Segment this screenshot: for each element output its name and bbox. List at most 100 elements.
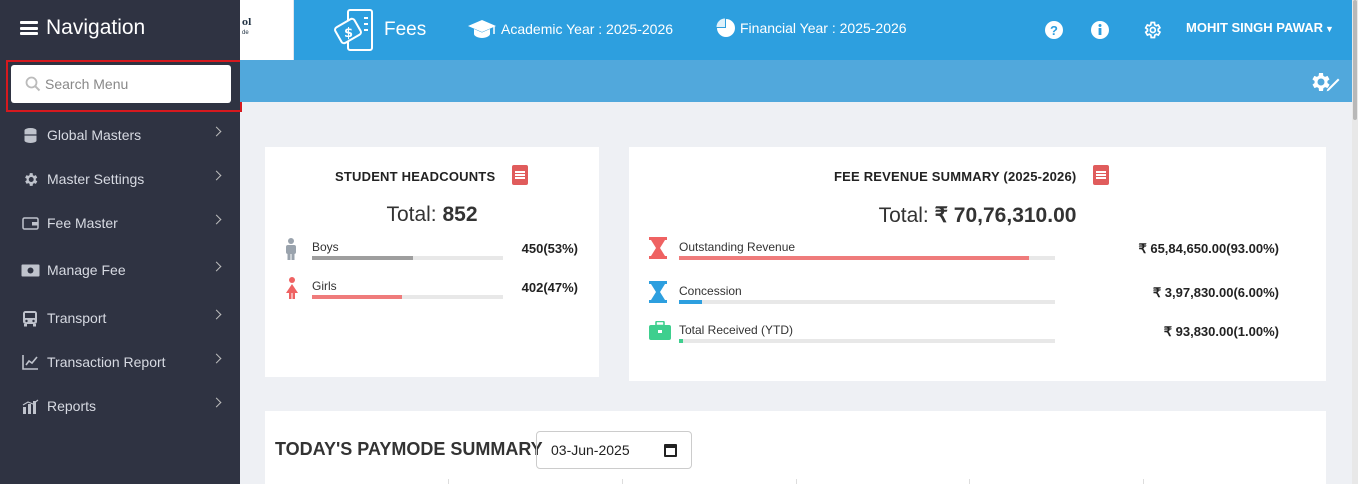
hourglass-blue-icon xyxy=(649,281,667,303)
boy-icon xyxy=(286,238,296,260)
scrollbar-thumb[interactable] xyxy=(1353,0,1357,120)
financial-year[interactable]: Financial Year : 2025-2026 xyxy=(716,18,907,38)
sidebar-item-manage-fee[interactable]: Manage Fee xyxy=(0,250,240,290)
boys-progress-bar xyxy=(312,256,503,260)
sidebar-item-label: Fee Master xyxy=(47,215,118,231)
pdf-export-icon[interactable] xyxy=(511,164,528,185)
top-header: ol de $ Fees Academic Year : 2025-2026 F… xyxy=(240,0,1358,60)
girls-value: 402(47%) xyxy=(521,280,578,295)
svg-text:?: ? xyxy=(1050,23,1058,38)
received-progress-fill xyxy=(679,339,683,343)
graduation-cap-icon xyxy=(468,20,496,38)
revenue-total: Total: ₹ 70,76,310.00 xyxy=(878,204,1077,227)
user-name: MOHIT SINGH PAWAR xyxy=(1186,20,1323,35)
sidebar-item-transaction-report[interactable]: Transaction Report xyxy=(0,342,240,382)
settings-icon[interactable] xyxy=(1142,20,1162,40)
money-icon xyxy=(20,260,40,280)
chevron-right-icon xyxy=(211,397,222,408)
svg-text:$: $ xyxy=(344,26,353,41)
card-title: STUDENT HEADCOUNTS xyxy=(335,169,496,184)
chevron-right-icon xyxy=(211,261,222,272)
module-title: Fees xyxy=(384,19,427,40)
total-received-label: Total Received (YTD) xyxy=(679,323,794,337)
navigation-title: Navigation xyxy=(46,16,146,39)
total-received-value: ₹ 93,830.00(1.00%) xyxy=(1163,324,1279,339)
search-menu-input[interactable] xyxy=(45,76,215,92)
column-divider xyxy=(969,479,970,484)
chevron-right-icon xyxy=(211,214,222,225)
sidebar-item-transport[interactable]: Transport xyxy=(0,298,240,338)
navigation-header[interactable]: Navigation xyxy=(20,16,145,40)
chevron-right-icon xyxy=(211,126,222,137)
bar-chart-icon xyxy=(20,396,40,416)
paymode-date-input[interactable]: 03-Jun-2025 xyxy=(536,431,692,469)
pie-chart-icon xyxy=(716,18,735,37)
help-icon[interactable]: ? xyxy=(1044,20,1064,40)
sidebar-item-label: Manage Fee xyxy=(47,262,126,278)
info-icon[interactable] xyxy=(1090,20,1110,40)
headcount-title-row: STUDENT HEADCOUNTS xyxy=(335,164,528,186)
sub-header-bar xyxy=(240,60,1352,102)
girls-progress-fill xyxy=(312,295,402,299)
financial-year-label: Financial Year : 2025-2026 xyxy=(740,20,907,36)
search-menu-box[interactable] xyxy=(11,65,231,103)
academic-year-label: Academic Year : 2025-2026 xyxy=(501,21,674,37)
boys-label: Boys xyxy=(312,240,339,254)
column-divider xyxy=(448,479,449,484)
chevron-right-icon xyxy=(211,309,222,320)
pdf-export-icon[interactable] xyxy=(1092,164,1109,185)
paymode-summary-card: TODAY'S PAYMODE SUMMARY 03-Jun-2025 xyxy=(265,411,1326,484)
sidebar-item-reports[interactable]: Reports xyxy=(0,386,240,426)
concession-progress-bar xyxy=(679,300,1055,304)
chevron-right-icon xyxy=(211,353,222,364)
boys-progress-fill xyxy=(312,256,414,260)
school-logo[interactable]: ol de xyxy=(240,0,294,60)
navigation-sidebar: Navigation Global Masters Master Setting… xyxy=(0,0,242,484)
column-divider xyxy=(796,479,797,484)
column-divider xyxy=(622,479,623,484)
page-scrollbar[interactable] xyxy=(1352,0,1358,484)
concession-progress-fill xyxy=(679,300,702,304)
received-progress-bar xyxy=(679,339,1055,343)
outstanding-revenue-label: Outstanding Revenue xyxy=(679,240,796,254)
sidebar-item-fee-master[interactable]: Fee Master xyxy=(0,203,240,243)
sidebar-item-label: Reports xyxy=(47,398,97,414)
card-title: FEE REVENUE SUMMARY (2025-2026) xyxy=(834,169,1077,184)
girl-icon xyxy=(286,277,298,299)
date-value: 03-Jun-2025 xyxy=(551,442,630,458)
academic-year[interactable]: Academic Year : 2025-2026 xyxy=(467,18,673,40)
database-icon xyxy=(20,125,40,145)
user-menu[interactable]: MOHIT SINGH PAWAR ▼ xyxy=(1186,20,1334,35)
column-divider xyxy=(1143,479,1144,484)
fee-revenue-card: FEE REVENUE SUMMARY (2025-2026) Total: ₹… xyxy=(629,147,1326,381)
caret-down-icon: ▼ xyxy=(1324,24,1334,34)
headcount-total: Total: 852 xyxy=(386,203,478,226)
outstanding-progress-fill xyxy=(679,256,1029,260)
outstanding-revenue-value: ₹ 65,84,650.00(93.00%) xyxy=(1138,241,1279,256)
hamburger-icon[interactable] xyxy=(20,21,38,35)
sidebar-item-global-masters[interactable]: Global Masters xyxy=(0,115,240,155)
search-icon xyxy=(25,76,41,92)
boys-value: 450(53%) xyxy=(521,241,578,256)
sidebar-item-label: Master Settings xyxy=(47,171,145,187)
fees-module-icon: $ xyxy=(334,8,380,52)
search-highlight-box xyxy=(6,60,242,112)
line-chart-icon xyxy=(20,352,40,372)
calendar-icon[interactable] xyxy=(664,444,677,457)
gear-icon xyxy=(20,169,40,189)
paymode-title: TODAY'S PAYMODE SUMMARY xyxy=(275,439,543,459)
student-headcount-card: STUDENT HEADCOUNTS Total: 852 Boys 450(5… xyxy=(265,147,599,377)
chevron-right-icon xyxy=(211,170,222,181)
concession-label: Concession xyxy=(679,284,742,298)
sidebar-item-label: Global Masters xyxy=(47,127,142,143)
customize-dashboard-icon[interactable] xyxy=(1308,68,1342,96)
girls-label: Girls xyxy=(312,279,337,293)
briefcase-icon xyxy=(649,321,671,340)
concession-value: ₹ 3,97,830.00(6.00%) xyxy=(1152,285,1279,300)
wallet-icon xyxy=(20,213,40,233)
outstanding-progress-bar xyxy=(679,256,1055,260)
sidebar-item-master-settings[interactable]: Master Settings xyxy=(0,159,240,199)
revenue-title-row: FEE REVENUE SUMMARY (2025-2026) xyxy=(834,164,1109,186)
sidebar-item-label: Transaction Report xyxy=(47,354,166,370)
hourglass-icon xyxy=(649,237,667,259)
